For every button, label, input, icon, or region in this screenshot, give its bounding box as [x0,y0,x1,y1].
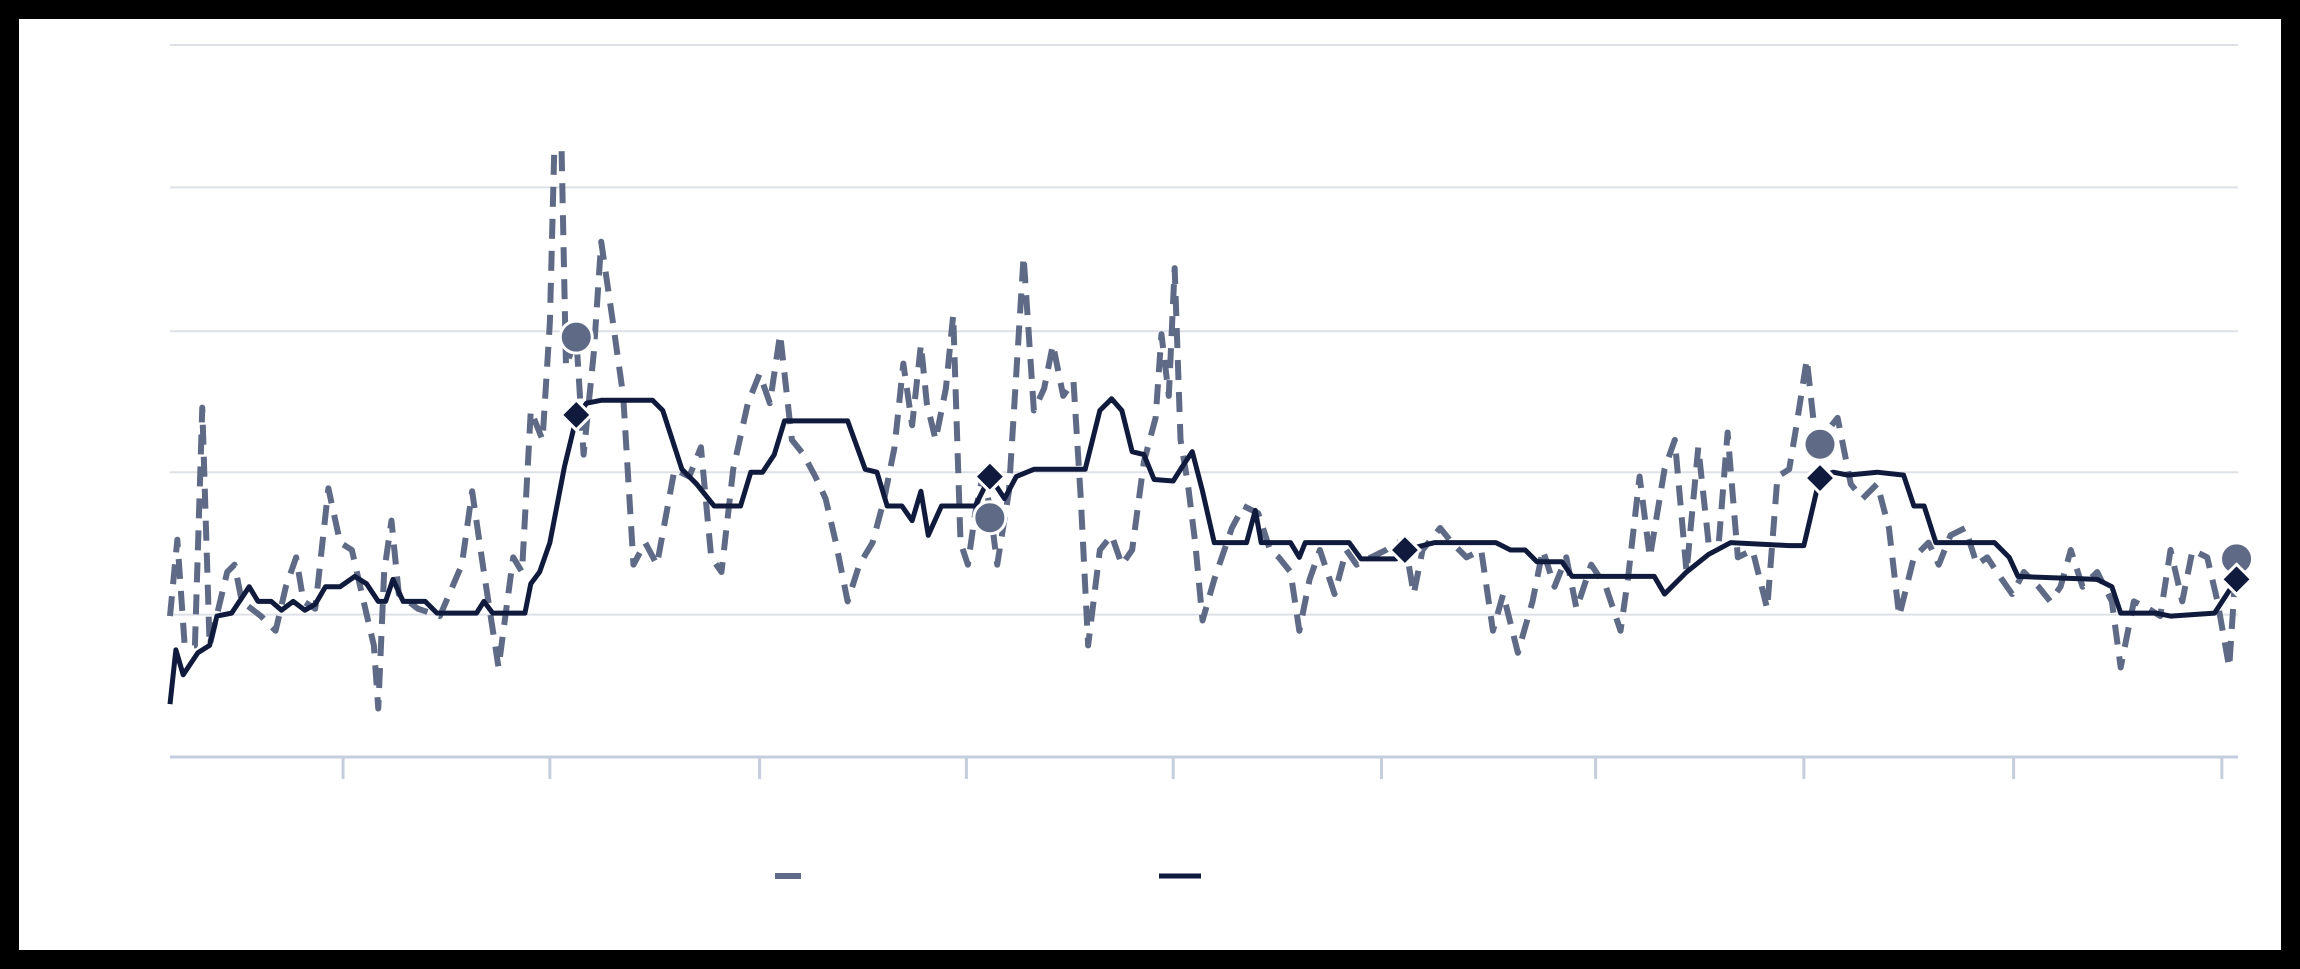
dashed-line [167,147,2240,712]
diamond-marker [559,397,594,433]
diamond-marker [1387,532,1423,568]
circle-marker [1802,426,1838,462]
circle-marker [558,319,594,355]
circle-marker [972,500,1008,536]
diamond-marker [972,459,1007,494]
diamond-marker [1802,460,1838,496]
chart-background [19,19,2281,950]
diamond-marker [2219,562,2254,597]
solid-line [167,396,2239,705]
